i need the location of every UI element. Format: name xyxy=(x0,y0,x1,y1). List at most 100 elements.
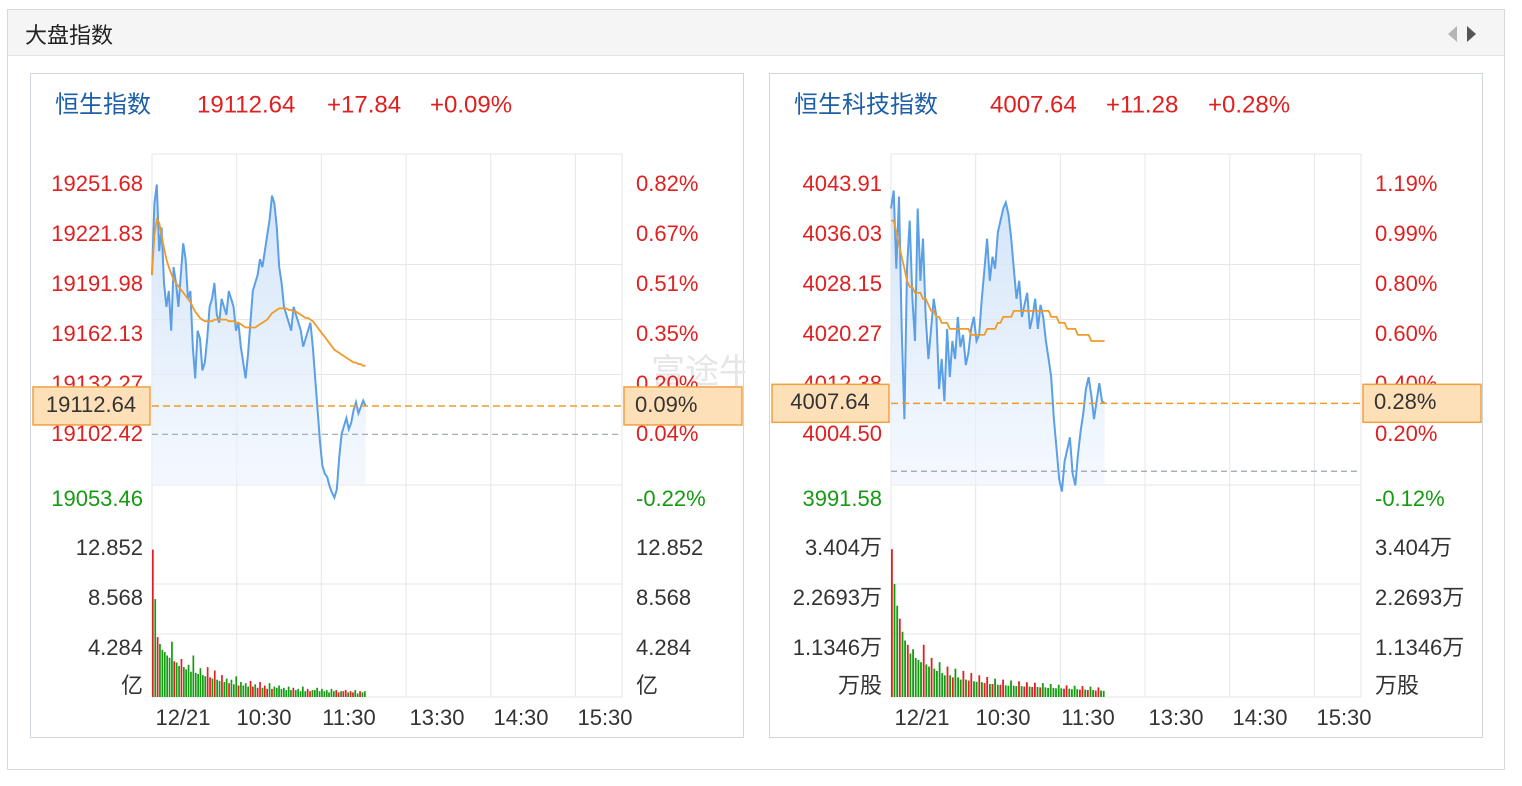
volume-bar xyxy=(1065,685,1068,697)
volume-bar xyxy=(197,674,199,697)
volume-bar xyxy=(1039,687,1042,697)
volume-bar xyxy=(917,660,920,697)
volume-bar xyxy=(1044,687,1047,697)
volume-bar xyxy=(933,668,936,697)
volume-bar xyxy=(946,666,949,697)
price-area xyxy=(891,190,1105,492)
volume-tick-label: 4.284 xyxy=(88,635,143,660)
volume-bar xyxy=(218,680,221,697)
volume-bar xyxy=(938,662,941,697)
volume-bar xyxy=(302,686,304,697)
volume-bar xyxy=(290,690,292,697)
volume-bar xyxy=(1063,688,1065,697)
pct-tick-label: 0.20% xyxy=(1375,421,1437,446)
volume-tick-label: 亿 xyxy=(121,673,143,698)
volume-bar xyxy=(1004,685,1007,697)
volume-bar xyxy=(175,662,178,697)
price-line xyxy=(151,184,367,501)
volume-bar xyxy=(1028,686,1031,697)
volume-bar xyxy=(898,618,901,697)
volume-bar xyxy=(962,670,965,697)
caret-left-icon[interactable] xyxy=(1448,26,1457,42)
volume-bar xyxy=(335,690,338,697)
watermark: 富途牛牛 xyxy=(651,353,745,391)
volume-bar xyxy=(1068,688,1071,697)
volume-bar xyxy=(209,677,211,697)
volume-bar xyxy=(896,605,899,697)
volume-bar xyxy=(154,599,157,697)
current-pct-marker xyxy=(623,386,743,426)
volume-bar xyxy=(349,691,352,697)
pct-tick-label: -0.12% xyxy=(1375,486,1445,511)
price-area xyxy=(152,184,366,498)
volume-bar xyxy=(237,685,240,697)
volume-bar xyxy=(306,688,309,697)
index-change-pct: +0.09% xyxy=(430,91,512,118)
volume-bar xyxy=(202,675,204,697)
volume-bar xyxy=(1026,682,1028,697)
price-tick-label: 19191.98 xyxy=(51,271,143,296)
volume-bar xyxy=(225,678,228,697)
volume-bar xyxy=(1084,689,1087,697)
caret-right-icon[interactable] xyxy=(1467,26,1476,42)
volume-bar xyxy=(261,687,264,697)
volume-bar xyxy=(1010,680,1012,697)
x-tick-label: 14:30 xyxy=(493,705,548,730)
volume-bar xyxy=(1023,686,1026,697)
volume-bar xyxy=(352,692,354,697)
pct-tick-label: -0.22% xyxy=(636,486,706,511)
hsi-chart-panel[interactable]: 恒生指数 19112.64 +17.84 +0.09% 富途牛牛 19251.68 1922… xyxy=(30,73,745,738)
volume-bar xyxy=(163,652,166,697)
price-line xyxy=(890,190,1106,492)
volume-bar xyxy=(991,684,994,697)
volume-bar xyxy=(1089,686,1092,697)
volume-bar xyxy=(965,679,967,697)
hsi-intraday-chart: 恒生指数 19112.64 +17.84 +0.09% 富途牛牛 19251.68 1922… xyxy=(32,91,745,730)
average-price-line xyxy=(891,219,1105,342)
volume-bar xyxy=(1018,681,1020,697)
volume-bar xyxy=(912,649,914,697)
volume-bar xyxy=(242,685,245,697)
volume-bar xyxy=(259,682,261,697)
volume-bar xyxy=(292,687,295,697)
volume-bar xyxy=(342,691,345,697)
volume-bar xyxy=(967,680,970,697)
price-tick-label: 19251.68 xyxy=(51,171,143,196)
index-change: +11.28 xyxy=(1106,91,1178,118)
volume-bar xyxy=(1031,687,1034,697)
volume-bar xyxy=(178,665,180,697)
hstech-chart-panel[interactable]: 恒生科技指数4007.64+11.28+0.28%富途牛牛4043.914036… xyxy=(769,73,1483,738)
volume-bar xyxy=(1012,685,1015,697)
x-tick-label: 15:30 xyxy=(577,705,632,730)
volume-bar xyxy=(256,687,259,697)
pct-tick-label: 0.35% xyxy=(636,321,698,346)
current-pct-marker xyxy=(1362,383,1482,424)
volume-bar xyxy=(156,637,159,697)
volume-bar xyxy=(1071,689,1073,697)
volume-bar xyxy=(1041,683,1044,697)
volume-bar xyxy=(936,670,938,697)
volume-tick-label: 12.852 xyxy=(76,535,143,560)
volume-bar xyxy=(249,680,252,697)
current-price-label: 4007.64 xyxy=(790,389,870,414)
price-tick-label: 4036.03 xyxy=(802,221,882,246)
volume-bar xyxy=(354,690,357,697)
volume-bar xyxy=(928,666,930,697)
volume-tick-label-right: 4.284 xyxy=(636,635,691,660)
volume-bar xyxy=(337,692,340,697)
pct-tick-label: 0.82% xyxy=(636,171,698,196)
volume-bar xyxy=(161,649,164,697)
volume-bar xyxy=(171,641,173,697)
volume-bar xyxy=(297,688,299,697)
volume-bar xyxy=(230,679,233,697)
volume-bar xyxy=(233,684,235,697)
volume-bar xyxy=(211,678,214,697)
volume-tick-label: 万股 xyxy=(838,673,882,698)
volume-tick-label-right: 万股 xyxy=(1375,673,1419,698)
pct-tick-label: 0.51% xyxy=(636,271,698,296)
x-tick-label: 10:30 xyxy=(975,705,1030,730)
volume-bar xyxy=(356,693,359,697)
volume-bar xyxy=(254,684,257,697)
volume-bar xyxy=(333,691,335,697)
volume-bar xyxy=(1055,688,1057,697)
